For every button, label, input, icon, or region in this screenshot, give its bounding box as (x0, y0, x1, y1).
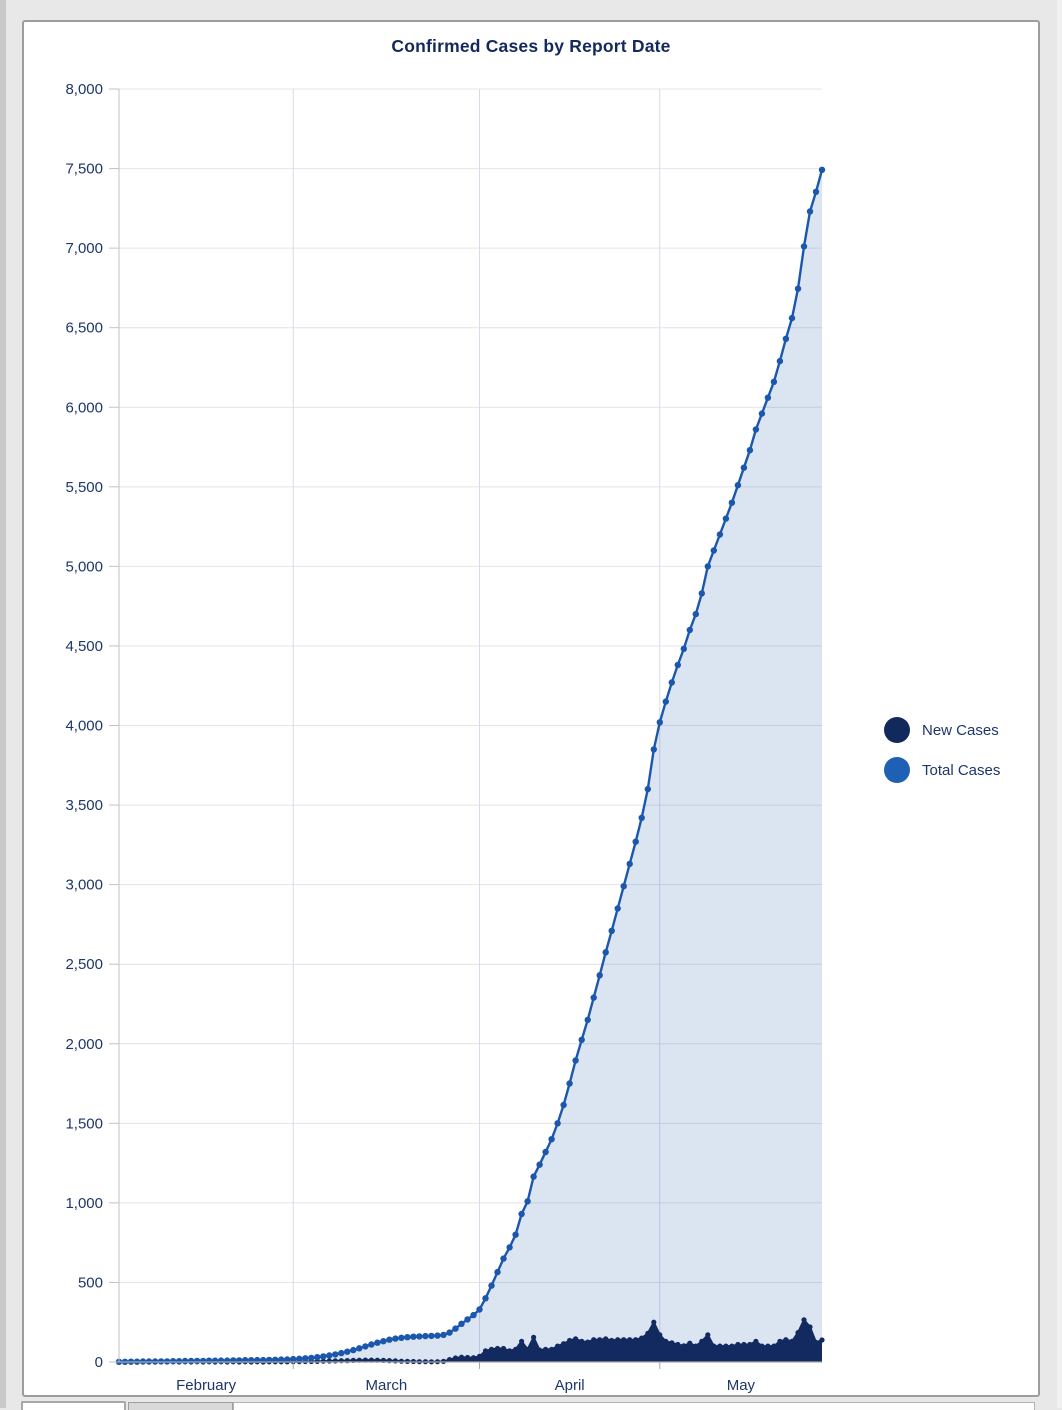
svg-text:1,500: 1,500 (65, 1115, 103, 1132)
svg-text:3,500: 3,500 (65, 797, 103, 814)
svg-text:3,000: 3,000 (65, 877, 103, 894)
chart-legend: New Cases Total Cases (884, 717, 1000, 783)
svg-text:February: February (176, 1377, 237, 1394)
cutoff-table-cell-fragment (233, 1402, 1035, 1410)
svg-text:2,500: 2,500 (65, 956, 103, 973)
page-right-edge (1057, 0, 1062, 1408)
page-left-edge (0, 0, 6, 1408)
svg-text:6,000: 6,000 (65, 399, 103, 416)
svg-text:7,000: 7,000 (65, 240, 103, 257)
y-gridlines (119, 88, 822, 1283)
svg-text:7,500: 7,500 (65, 161, 103, 178)
svg-text:5,500: 5,500 (65, 479, 103, 496)
cutoff-panel-fragment (21, 1401, 126, 1410)
svg-text:5,000: 5,000 (65, 558, 103, 575)
svg-text:4,500: 4,500 (65, 638, 103, 655)
svg-text:2,000: 2,000 (65, 1036, 103, 1053)
month-labels: February March April May (176, 1377, 755, 1394)
total-cases-area (119, 169, 822, 1362)
legend-item-total-cases[interactable]: Total Cases (884, 757, 1000, 783)
y-axis-labels: 0 500 1,000 1,500 2,000 2,500 3,000 3,500 4,000 4… (65, 81, 103, 1371)
chart-card: Confirmed Cases by Report Date 0 500 1,000… (22, 20, 1040, 1397)
cutoff-table-header-fragment (128, 1402, 233, 1410)
svg-text:March: March (366, 1377, 408, 1394)
new-cases-swatch-icon (884, 717, 910, 743)
svg-text:8,000: 8,000 (65, 81, 103, 98)
legend-label-new-cases: New Cases (922, 721, 999, 739)
cases-chart: 0 500 1,000 1,500 2,000 2,500 3,000 3,500 4,000 4… (65, 81, 826, 1394)
svg-text:May: May (727, 1377, 756, 1394)
axes (109, 88, 822, 1369)
legend-label-total-cases: Total Cases (922, 761, 1001, 779)
svg-text:1,000: 1,000 (65, 1195, 103, 1212)
svg-text:4,000: 4,000 (65, 718, 103, 735)
svg-text:0: 0 (95, 1354, 103, 1371)
svg-text:500: 500 (78, 1274, 103, 1291)
legend-item-new-cases[interactable]: New Cases (884, 717, 1000, 743)
svg-text:6,500: 6,500 (65, 320, 103, 337)
svg-text:April: April (555, 1377, 585, 1394)
chart-title: Confirmed Cases by Report Date (391, 36, 671, 56)
total-cases-swatch-icon (884, 757, 910, 783)
